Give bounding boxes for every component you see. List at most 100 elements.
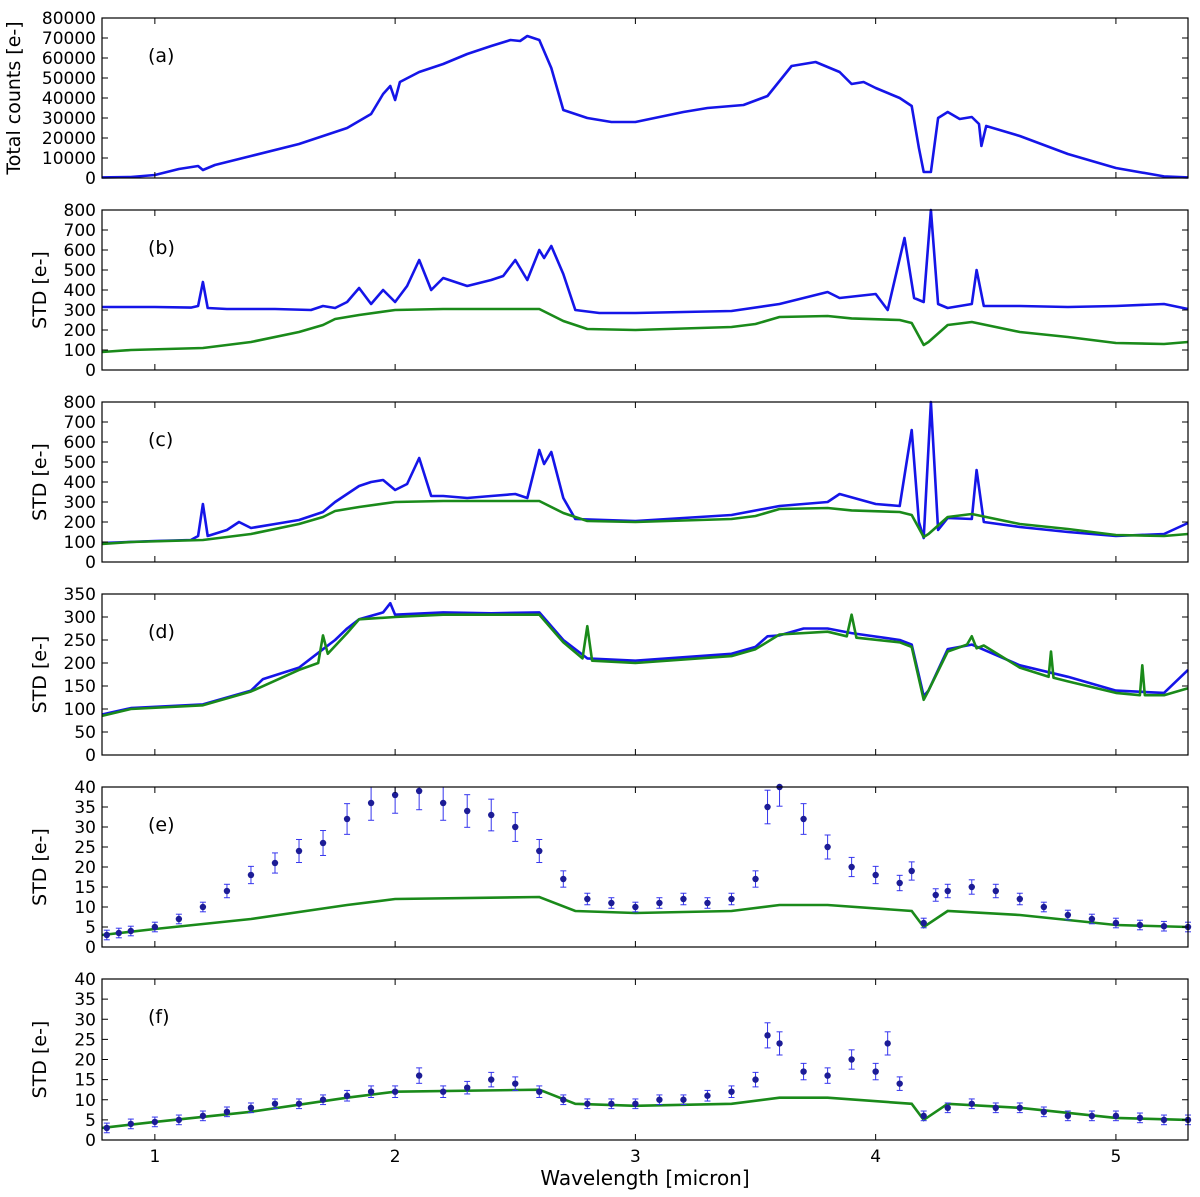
data-point (752, 1076, 759, 1083)
series-line-green (101, 1088, 1189, 1130)
data-point (1016, 895, 1024, 903)
data-point (896, 1080, 903, 1087)
data-point (920, 1112, 927, 1120)
data-point (632, 1100, 639, 1107)
y-tick-label: 40000 (42, 89, 96, 109)
y-tick-label: 0 (85, 746, 96, 766)
data-point (932, 891, 939, 899)
panel-label: (a) (148, 45, 174, 67)
data-point (199, 903, 207, 911)
x-tick-label: 5 (1111, 1147, 1122, 1167)
data-point (415, 1072, 423, 1079)
data-point (884, 1040, 891, 1047)
data-point (584, 895, 591, 903)
y-tick-label: 35 (74, 798, 96, 818)
y-axis-label: STD [e-] (29, 251, 51, 329)
y-axis-label: STD [e-] (29, 636, 51, 714)
axes-frame (101, 401, 1189, 563)
y-tick-label: 700 (64, 413, 96, 433)
y-tick-label: 5 (85, 918, 96, 938)
x-axis-label: Wavelength [micron] (540, 1166, 749, 1190)
data-point (1160, 1116, 1168, 1124)
data-point (728, 1088, 735, 1095)
data-point (175, 1116, 183, 1124)
series-line-green (101, 613, 1189, 718)
data-point (295, 847, 303, 855)
x-tick-label: 2 (390, 1147, 401, 1167)
y-tick-label: 100 (64, 341, 96, 361)
data-point (1064, 1112, 1072, 1120)
series-line-green (101, 499, 1189, 546)
data-point (367, 1088, 375, 1095)
y-tick-label: 20 (74, 1051, 96, 1071)
x-tick-label: 1 (149, 1147, 160, 1167)
y-tick-label: 15 (74, 1071, 96, 1091)
data-point (1136, 1114, 1144, 1122)
data-point (1160, 923, 1168, 930)
panel-label: (d) (148, 621, 175, 643)
data-point (512, 823, 519, 831)
data-point (319, 1096, 327, 1103)
data-point (680, 895, 687, 903)
data-point (848, 863, 855, 871)
panel-a: 0100002000030000400005000060000700008000… (3, 9, 1189, 189)
data-point (223, 887, 231, 895)
axes-frame (101, 209, 1189, 371)
data-point (776, 1040, 783, 1047)
data-point (824, 843, 831, 851)
data-point (415, 787, 423, 795)
data-point (764, 803, 771, 811)
y-tick-label: 35 (74, 990, 96, 1010)
axes-frame (101, 786, 1189, 948)
data-point (944, 1104, 951, 1112)
data-point (908, 867, 915, 875)
data-point (536, 847, 543, 855)
x-tick-label: 3 (630, 1147, 641, 1167)
y-tick-label: 25 (74, 838, 96, 858)
data-point (391, 1088, 399, 1095)
axes-frame (101, 978, 1189, 1141)
data-point (271, 1100, 279, 1107)
data-point (728, 895, 735, 903)
series-points (103, 1022, 1192, 1134)
y-tick-label: 350 (64, 585, 96, 605)
y-tick-label: 200 (64, 513, 96, 533)
y-tick-label: 0 (85, 361, 96, 381)
data-point (488, 811, 495, 819)
panel-label: (f) (148, 1006, 170, 1028)
data-point (439, 1088, 447, 1095)
y-tick-label: 200 (64, 321, 96, 341)
data-point (800, 1068, 807, 1075)
data-point (656, 899, 663, 907)
data-point (343, 815, 351, 823)
data-point (1088, 915, 1096, 923)
series-line-blue (101, 601, 1189, 716)
data-point (391, 791, 399, 799)
data-point (439, 799, 447, 807)
data-point (247, 871, 255, 879)
y-tick-label: 30 (74, 1010, 96, 1030)
y-tick-label: 700 (64, 221, 96, 241)
data-point (343, 1092, 351, 1099)
data-point (896, 879, 903, 887)
data-point (1016, 1104, 1024, 1112)
y-axis-label: STD [e-] (29, 828, 51, 906)
data-point (127, 1120, 135, 1128)
series-line-blue (101, 400, 1189, 545)
y-tick-label: 800 (64, 393, 96, 413)
data-point (608, 1100, 615, 1107)
data-point (920, 919, 927, 927)
panel-label: (e) (148, 814, 175, 836)
data-point (632, 903, 639, 911)
data-point (872, 871, 879, 879)
data-point (536, 1088, 543, 1095)
data-point (824, 1072, 831, 1079)
series-line-blue (102, 208, 1189, 315)
y-tick-label: 70000 (42, 29, 96, 49)
data-point (115, 929, 123, 937)
data-point (752, 875, 759, 883)
y-tick-label: 60000 (42, 49, 96, 69)
y-tick-label: 0 (85, 938, 96, 958)
